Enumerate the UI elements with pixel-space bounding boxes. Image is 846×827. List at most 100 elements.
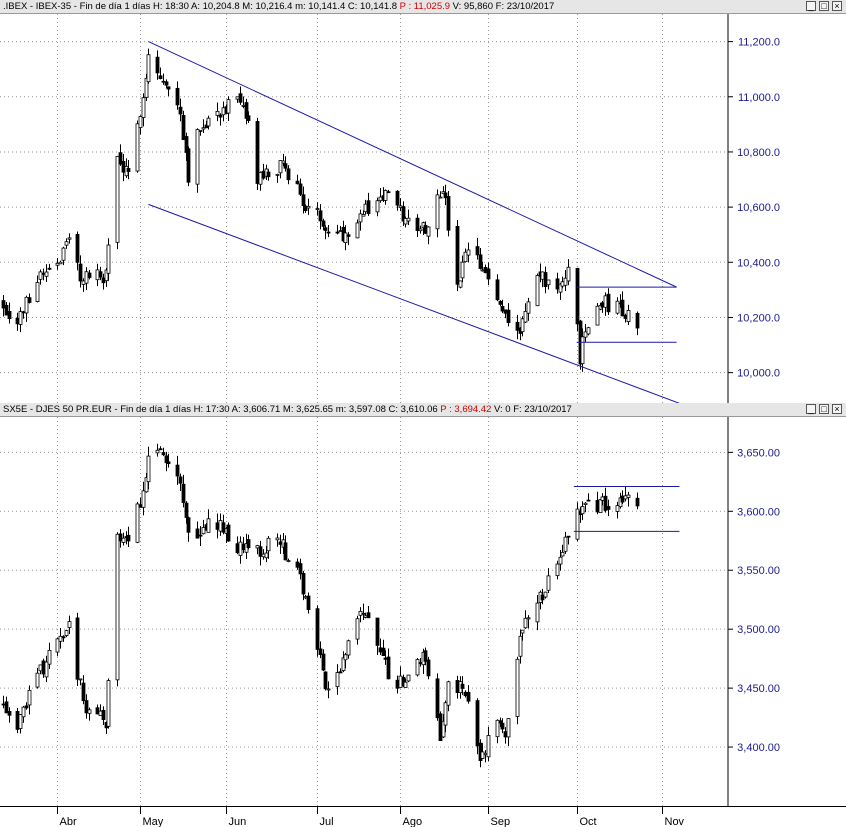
y-tick-label: 10,000.0 xyxy=(737,368,780,380)
minimize-button[interactable]: _ xyxy=(806,404,816,414)
candle-body-down xyxy=(483,267,488,274)
candle-body-down xyxy=(184,502,189,518)
candle xyxy=(500,299,505,314)
candle-body-up xyxy=(355,618,360,640)
candle xyxy=(115,155,120,250)
candle-body-down xyxy=(540,594,545,601)
candle xyxy=(206,115,211,130)
candle-body-up xyxy=(586,327,591,335)
candle xyxy=(403,216,408,228)
panel-info-sx5e: SX5E - DJES 50 PR.EUR - Fin de día 1 día… xyxy=(3,404,572,415)
candle-body-up xyxy=(201,127,206,130)
candle-body-down xyxy=(126,168,131,172)
candle-body-up xyxy=(281,160,286,164)
candle-body-up xyxy=(463,251,468,263)
candle xyxy=(283,535,288,561)
candle-body-up xyxy=(78,678,83,681)
candle-body-down xyxy=(503,309,508,314)
candle-body-up xyxy=(438,196,443,199)
candle-body-up xyxy=(598,499,603,514)
candle-body-up xyxy=(355,222,360,239)
candle xyxy=(106,678,111,729)
close-button[interactable]: × xyxy=(832,404,842,414)
candle-body-up xyxy=(44,271,49,277)
candle-body-down xyxy=(486,268,491,280)
candle xyxy=(386,648,391,680)
maximize-button[interactable]: □ xyxy=(819,404,829,414)
candle-body-down xyxy=(121,161,126,173)
candle-body-up xyxy=(18,311,23,325)
candle xyxy=(346,639,351,659)
candle-body-down xyxy=(455,680,460,694)
candle-body-down xyxy=(266,171,271,178)
candle xyxy=(198,526,203,546)
candle-body-down xyxy=(318,648,323,655)
candle xyxy=(378,638,383,655)
candle-body-down xyxy=(95,707,100,715)
candles xyxy=(1,48,640,372)
candle-body-down xyxy=(515,321,520,331)
candle-body-up xyxy=(58,635,63,642)
candle-body-up xyxy=(543,591,548,598)
candle xyxy=(41,268,46,281)
candle xyxy=(460,255,465,283)
candle xyxy=(27,685,32,715)
candle-body-down xyxy=(298,563,303,575)
candle xyxy=(215,513,220,539)
candle-body-down xyxy=(181,483,186,503)
panel-header-ibex: .IBEX - IBEX-35 - Fin de día 1 días H: 1… xyxy=(0,0,846,14)
y-tick-label: 10,800.0 xyxy=(737,147,780,159)
candle-body-down xyxy=(426,659,431,677)
candle xyxy=(78,678,83,686)
candle xyxy=(375,197,380,217)
candle xyxy=(218,513,223,536)
window-controls: _ □ × xyxy=(806,404,842,414)
candle xyxy=(41,658,46,678)
maximize-button[interactable]: □ xyxy=(819,1,829,11)
candle-body-down xyxy=(366,200,371,214)
candle-body-down xyxy=(346,234,351,237)
candle-body-up xyxy=(515,658,520,717)
candle xyxy=(195,521,200,539)
candle xyxy=(466,685,471,704)
candle-body-down xyxy=(118,152,123,165)
candle xyxy=(201,519,206,535)
candle xyxy=(238,86,243,105)
quote-values: H: 18:30 A: 10,204.8 M: 10,216.4 m: 10,1… xyxy=(153,1,554,12)
candle-body-down xyxy=(423,650,428,662)
candle-body-up xyxy=(343,654,348,661)
candle-body-up xyxy=(540,271,545,280)
candle xyxy=(55,257,60,270)
candle-body-up xyxy=(406,674,411,682)
quote-item: A: 3,606.71 xyxy=(229,404,281,415)
candle-body-down xyxy=(338,671,343,674)
candle-body-up xyxy=(486,735,491,758)
candle-body-up xyxy=(398,205,403,208)
candle xyxy=(38,269,43,285)
candle-body-down xyxy=(84,700,89,714)
candle-body-up xyxy=(55,262,60,266)
quote-values: H: 17:30 A: 3,606.71 M: 3,625.65 m: 3,59… xyxy=(194,404,572,415)
candle-body-up xyxy=(398,675,403,688)
candle xyxy=(161,447,166,457)
candle xyxy=(101,273,106,290)
candle xyxy=(463,690,468,698)
candle-body-up xyxy=(480,269,485,272)
close-button[interactable]: × xyxy=(832,1,842,11)
x-tick-label: Sep xyxy=(491,816,511,827)
candle-body-down xyxy=(606,293,611,313)
candle xyxy=(443,700,448,733)
candle-body-down xyxy=(361,612,366,615)
y-tick-label: 10,200.0 xyxy=(737,312,780,324)
candle xyxy=(515,656,520,725)
candle-body-down xyxy=(215,522,220,530)
candle-body-up xyxy=(535,602,540,623)
candle-body-up xyxy=(24,296,29,314)
candle xyxy=(520,629,525,641)
candle-body-down xyxy=(78,263,83,282)
candle xyxy=(560,276,565,289)
minimize-button[interactable]: _ xyxy=(806,1,816,11)
candle xyxy=(84,267,89,291)
candles xyxy=(1,443,640,768)
